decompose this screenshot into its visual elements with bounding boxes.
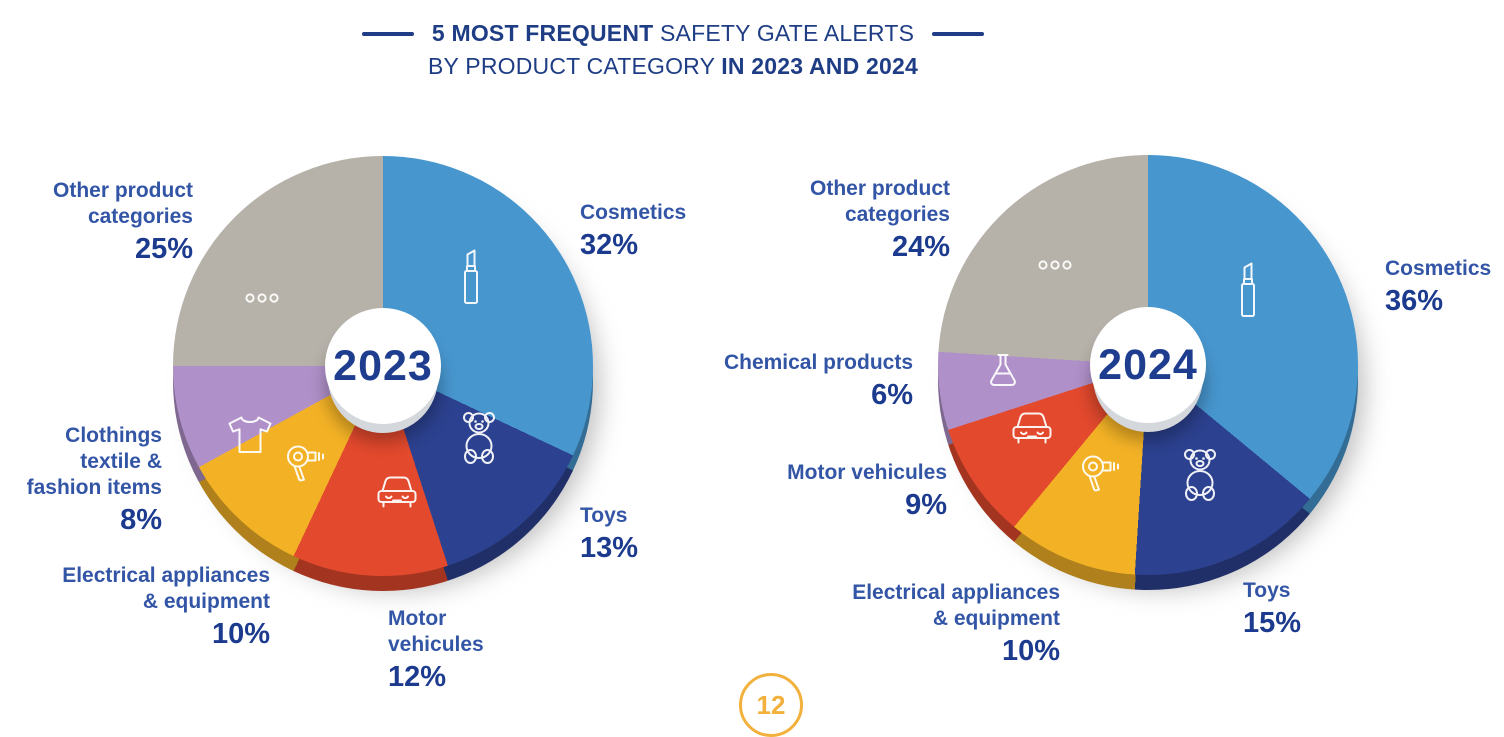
label-electrical-appliances-2023: Electrical appliances & equipment 10% (62, 563, 270, 650)
t-shirt-icon (225, 414, 275, 456)
slice-name: Other product categories (810, 177, 950, 226)
slice-name: Cosmetics (580, 201, 687, 224)
lipstick-icon (1238, 259, 1258, 321)
hair-dryer-icon (1080, 454, 1124, 494)
page-number: 12 (756, 689, 786, 720)
label-other-categories-2024: Other product categories 24% (810, 176, 950, 263)
slice-percent: 6% (871, 379, 913, 411)
label-cosmetics-2023: Cosmetics 32% (580, 200, 686, 261)
hair-dryer-icon (285, 444, 329, 484)
infographic-page: { "page": { "badge_number": "12", "badge… (26, 20, 1492, 737)
label-cosmetics-2024: Cosmetics 36% (1385, 256, 1491, 317)
ellipsis-icon (1037, 259, 1073, 271)
chart-title-line1: 5 MOST FREQUENT SAFETY GATE ALERTS (320, 20, 1026, 47)
slice-percent: 9% (905, 489, 947, 521)
slice-name: Motor vehicules (787, 461, 947, 484)
slice-percent: 25% (134, 233, 193, 265)
label-motor-vehicules-2023: Motor vehicules 12% (388, 606, 484, 693)
pie-center-year-2024: 2024 (1090, 307, 1206, 423)
label-motor-vehicules-2024: Motor vehicules 9% (787, 460, 947, 521)
label-clothings-textile-2023: Clothings textile & fashion items 8% (27, 423, 162, 536)
slice-percent: 10% (1001, 635, 1060, 667)
label-chemical-products-2024: Chemical products 6% (724, 350, 913, 411)
slice-percent: 10% (211, 618, 270, 650)
chart-title: 5 MOST FREQUENT SAFETY GATE ALERTS BY PR… (320, 20, 1026, 80)
slice-name: Electrical appliances & equipment (852, 581, 1060, 630)
slice-percent: 12% (388, 661, 447, 693)
page-number-badge: 12 (739, 673, 803, 737)
slice-name: Other product categories (53, 179, 193, 228)
label-toys-2024: Toys 15% (1243, 578, 1301, 639)
title-line1-bold: 5 MOST FREQUENT (431, 20, 660, 46)
title-line1-regular: SAFETY GATE ALERTS (659, 20, 915, 46)
label-electrical-appliances-2024: Electrical appliances & equipment 10% (852, 580, 1060, 667)
flask-icon (986, 352, 1020, 388)
teddy-bear-icon (459, 410, 499, 466)
slice-percent: 8% (120, 504, 162, 536)
label-other-categories-2023: Other product categories 25% (53, 178, 193, 265)
pie-chart-2024: 2024 (938, 155, 1364, 590)
pie-chart-2023: 2023 (173, 156, 599, 591)
slice-percent: 32% (580, 229, 639, 261)
slice-name: Cosmetics (1385, 257, 1492, 280)
slice-name: Chemical products (723, 351, 913, 374)
teddy-bear-icon (1180, 447, 1220, 503)
slice-name: Toys (1243, 579, 1291, 602)
year-label-2024: 2024 (1098, 340, 1198, 389)
title-line2-bold: IN 2023 AND 2024 (721, 53, 918, 79)
title-dash-right-icon (932, 31, 985, 36)
title-line2-regular: BY PRODUCT CATEGORY (428, 53, 722, 79)
year-label-2023: 2023 (333, 341, 433, 390)
slice-percent: 24% (891, 231, 950, 263)
title-dash-left-icon (361, 31, 414, 36)
slice-percent: 15% (1243, 607, 1302, 639)
title-line1-text: 5 MOST FREQUENT SAFETY GATE ALERTS (432, 20, 914, 47)
slice-percent: 13% (580, 532, 639, 564)
slice-name: Motor vehicules (388, 607, 484, 656)
lipstick-icon (461, 246, 481, 308)
slice-name: Electrical appliances & equipment (62, 564, 270, 613)
slice-percent: 36% (1385, 285, 1444, 317)
ellipsis-icon (244, 292, 280, 304)
slice-name: Toys (580, 504, 628, 527)
chart-title-line2: BY PRODUCT CATEGORY IN 2023 AND 2024 (320, 53, 1026, 80)
car-icon (1009, 406, 1055, 446)
pie-center-year-2023: 2023 (325, 308, 441, 424)
slice-name: Clothings textile & fashion items (26, 424, 162, 499)
label-toys-2023: Toys 13% (580, 503, 638, 564)
car-icon (374, 470, 420, 510)
